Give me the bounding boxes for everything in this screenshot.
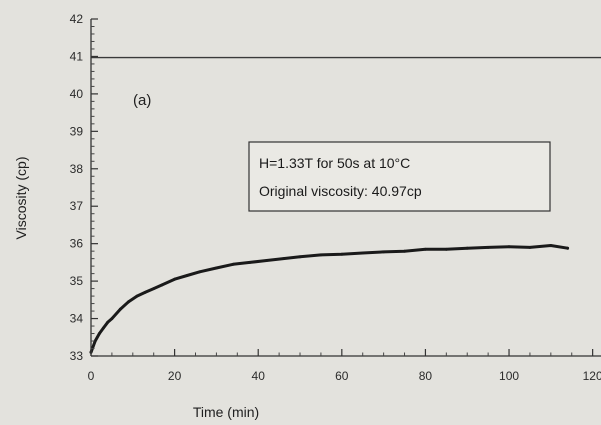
series-layer: [89, 244, 570, 354]
data-point: [566, 246, 569, 250]
data-point: [265, 259, 268, 262]
data-point: [173, 277, 177, 281]
panel-label: (a): [133, 92, 151, 109]
x-tick-label: 100: [499, 369, 519, 383]
data-point: [424, 247, 427, 251]
annotation-frame: [248, 141, 551, 212]
x-tick-label: 0: [88, 369, 95, 383]
data-point: [444, 247, 448, 251]
data-point: [106, 320, 110, 324]
data-point: [248, 261, 252, 264]
data-point: [93, 339, 97, 343]
data-point: [98, 332, 101, 335]
data-point: [486, 246, 490, 249]
data-point: [118, 307, 122, 311]
data-point: [340, 252, 344, 256]
data-point: [215, 266, 218, 270]
data-point: [298, 255, 302, 259]
x-tick-label: 40: [252, 369, 266, 383]
series-line: [89, 244, 570, 354]
x-ticks: 0 20 40 60 80 100 120: [88, 349, 601, 383]
x-tick-label: 60: [335, 369, 349, 383]
data-point: [127, 300, 130, 304]
x-tick-label: 20: [168, 369, 182, 383]
y-tick-label: 40: [70, 87, 84, 101]
data-point: [403, 249, 406, 253]
y-tick-label: 41: [70, 49, 84, 63]
data-point: [549, 244, 553, 247]
y-tick-label: 35: [70, 274, 84, 288]
data-point: [185, 274, 189, 277]
y-tick-label: 34: [70, 312, 84, 326]
y-axis-title: Viscosity (cp): [13, 157, 29, 240]
annotation-line-field: H=1.33T for 50s at 10°C: [259, 155, 410, 171]
y-tick-label: 36: [70, 237, 84, 251]
data-point: [281, 257, 285, 260]
data-point: [143, 290, 147, 294]
data-point: [319, 253, 323, 257]
data-point: [382, 250, 385, 254]
data-point: [465, 246, 469, 250]
data-point: [135, 294, 139, 298]
data-point: [231, 262, 235, 266]
data-point: [507, 245, 511, 249]
data-point: [152, 287, 156, 290]
x-tick-label: 80: [419, 369, 433, 383]
axis-layer: [90, 19, 601, 357]
data-point: [528, 246, 532, 249]
y-tick-label: 42: [70, 12, 84, 26]
y-tick-label: 38: [70, 162, 84, 176]
data-point: [160, 283, 164, 287]
data-point: [110, 317, 114, 320]
y-tick-label: 39: [70, 124, 84, 138]
y-tick-label: 33: [70, 349, 84, 363]
annotation-line-original: Original viscosity: 40.97cp: [259, 183, 422, 199]
data-point: [102, 326, 105, 330]
y-ticks: 33 34 35 36 37 38 39 40 41 42: [70, 12, 98, 363]
data-point: [361, 251, 365, 255]
annotation-box: H=1.33T for 50s at 10°C Original viscosi…: [248, 141, 551, 212]
x-tick-label: 120: [583, 369, 601, 383]
y-tick-label: 37: [70, 199, 84, 213]
x-axis-title: Time (min): [193, 404, 259, 420]
data-point: [198, 270, 202, 274]
